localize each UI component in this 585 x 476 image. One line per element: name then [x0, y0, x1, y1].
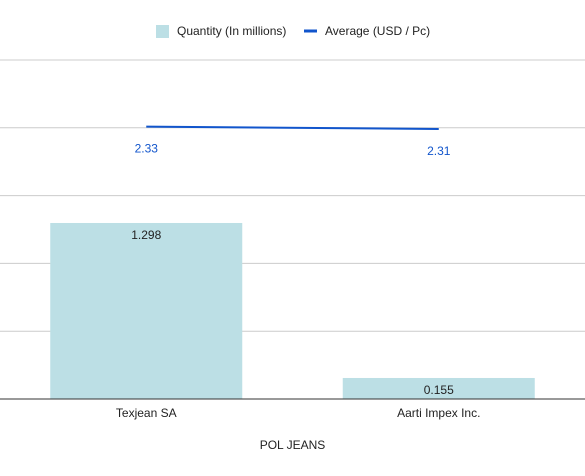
- line-data-label: 2.33: [135, 142, 159, 156]
- line-data-label: 2.31: [427, 144, 451, 158]
- bar: [342, 377, 535, 399]
- legend-swatch-bar: [156, 25, 169, 38]
- legend: Quantity (In millions) Average (USD / Pc): [156, 24, 430, 38]
- legend-label-quantity: Quantity (In millions): [177, 24, 286, 38]
- x-tick-label: Texjean SA: [116, 406, 177, 420]
- line-series: 2.33 2.31: [135, 125, 451, 158]
- bar-data-label: 1.298: [131, 228, 161, 242]
- bar: [50, 222, 243, 399]
- bar-data-label: 0.155: [424, 383, 454, 397]
- x-tick-label: Aarti Impex Inc.: [397, 406, 480, 420]
- legend-label-average: Average (USD / Pc): [325, 24, 430, 38]
- bar-series: 1.298 0.155: [50, 222, 535, 399]
- x-axis: Texjean SA Aarti Impex Inc. POL JEANS: [0, 398, 585, 452]
- x-axis-title: POL JEANS: [260, 438, 326, 452]
- legend-swatch-line: [304, 29, 317, 33]
- average-line: [146, 125, 439, 130]
